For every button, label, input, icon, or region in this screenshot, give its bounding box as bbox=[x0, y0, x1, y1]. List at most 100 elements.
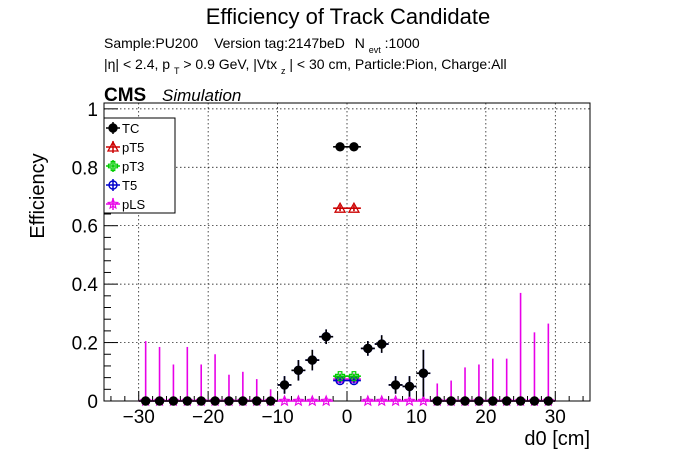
data-point bbox=[388, 376, 403, 394]
legend-label: TC bbox=[122, 121, 139, 136]
grid-lines bbox=[104, 103, 590, 402]
data-point bbox=[513, 292, 528, 407]
data-point bbox=[388, 394, 403, 407]
data-marker bbox=[543, 396, 554, 406]
data-marker bbox=[265, 396, 276, 406]
data-point bbox=[208, 396, 223, 406]
x-tick-label: 0 bbox=[342, 407, 353, 428]
data-marker bbox=[390, 380, 401, 390]
nevt-label: N bbox=[355, 35, 365, 51]
data-marker bbox=[389, 394, 402, 407]
legend-entry-pls: pLS bbox=[106, 197, 145, 212]
data-point bbox=[138, 341, 153, 407]
data-point bbox=[263, 396, 278, 406]
data-marker bbox=[349, 142, 359, 152]
x-tick-label: 10 bbox=[406, 407, 427, 428]
data-point bbox=[374, 394, 389, 407]
data-point bbox=[333, 142, 347, 152]
vtx-cut-label: | < 30 cm, Particle:Pion, Charge:All bbox=[289, 56, 506, 72]
data-marker bbox=[278, 394, 291, 407]
data-point bbox=[166, 396, 181, 406]
nevt-value: :1000 bbox=[385, 35, 420, 51]
eta-cut-label: |η| < 2.4, p bbox=[104, 56, 170, 72]
legend-entry-t5: T5 bbox=[106, 178, 137, 193]
data-marker bbox=[320, 394, 333, 407]
data-marker bbox=[446, 396, 456, 406]
legend-marker bbox=[106, 197, 120, 210]
data-point bbox=[235, 396, 250, 406]
x-tick-label: −30 bbox=[123, 407, 155, 428]
data-marker bbox=[210, 396, 220, 406]
data-point bbox=[541, 323, 556, 407]
legend-entry-pt3: pT3 bbox=[106, 159, 144, 174]
data-point bbox=[222, 396, 236, 406]
data-point bbox=[444, 396, 459, 406]
data-point bbox=[541, 396, 556, 406]
data-marker bbox=[404, 381, 415, 392]
nevt-subscript: evt bbox=[369, 45, 382, 55]
data-point bbox=[333, 371, 347, 382]
data-marker bbox=[196, 396, 206, 406]
axis-ticks: −30 −20 −10 0 10 20 30 0 0.2 0.4 0.6 0.8 1 bbox=[72, 100, 584, 428]
legend-label: pT3 bbox=[122, 159, 144, 174]
sample-label: Sample:PU200 bbox=[104, 35, 198, 51]
data-marker bbox=[335, 142, 345, 152]
data-marker bbox=[515, 396, 526, 406]
data-marker bbox=[238, 396, 248, 406]
pt-subscript: T bbox=[174, 66, 180, 76]
y-axis-title: Efficiency bbox=[27, 153, 49, 238]
simulation-label: Simulation bbox=[162, 86, 241, 105]
data-point bbox=[360, 394, 375, 407]
data-point bbox=[527, 396, 542, 406]
x-tick-label: 20 bbox=[475, 407, 496, 428]
data-marker bbox=[403, 394, 416, 407]
legend-marker bbox=[108, 180, 118, 190]
data-marker bbox=[306, 394, 319, 407]
data-marker bbox=[418, 368, 429, 378]
data-point bbox=[249, 396, 264, 406]
data-marker bbox=[432, 396, 442, 406]
chart-title: Efficiency of Track Candidate bbox=[206, 4, 491, 29]
data-marker bbox=[333, 201, 347, 213]
data-marker bbox=[347, 201, 361, 213]
data-marker bbox=[474, 396, 484, 406]
series-pt3 bbox=[333, 371, 361, 382]
data-marker bbox=[182, 396, 193, 406]
data-point bbox=[180, 396, 195, 406]
data-point bbox=[374, 335, 389, 353]
data-point bbox=[416, 349, 431, 397]
data-marker bbox=[154, 396, 165, 406]
data-point bbox=[347, 201, 361, 213]
data-point bbox=[333, 201, 347, 213]
data-marker bbox=[293, 365, 304, 376]
y-tick-label: 1 bbox=[87, 100, 98, 121]
legend-label: pLS bbox=[122, 197, 145, 212]
data-marker bbox=[292, 394, 305, 407]
legend-marker bbox=[107, 160, 119, 172]
version-label: Version tag:2147beD bbox=[214, 35, 345, 51]
data-marker bbox=[334, 371, 346, 382]
cms-label: CMS bbox=[104, 85, 146, 106]
y-tick-label: 0.2 bbox=[72, 334, 98, 355]
series-pt5 bbox=[333, 201, 361, 213]
legend: TC pT5 pT3 T5 pLS bbox=[103, 117, 176, 214]
data-point bbox=[194, 396, 209, 406]
x-tick-label: 30 bbox=[545, 407, 566, 428]
legend-marker bbox=[106, 140, 120, 152]
data-point bbox=[402, 376, 417, 397]
legend-entry-tc: TC bbox=[106, 121, 139, 136]
data-point bbox=[402, 394, 417, 407]
data-marker bbox=[488, 396, 498, 406]
data-marker bbox=[417, 394, 430, 407]
data-marker bbox=[377, 339, 387, 349]
data-point bbox=[291, 394, 306, 407]
data-marker bbox=[168, 396, 179, 406]
pt-cut-label: > 0.9 GeV, |Vtx bbox=[183, 56, 277, 72]
data-marker bbox=[224, 396, 234, 406]
data-point bbox=[347, 142, 361, 152]
legend-marker bbox=[108, 123, 118, 133]
y-tick-label: 0 bbox=[87, 392, 98, 413]
subtitle-line-2: |η| < 2.4, p T > 0.9 GeV, |Vtx z | < 30 … bbox=[104, 56, 507, 77]
data-marker bbox=[348, 371, 360, 382]
data-point bbox=[305, 349, 320, 371]
